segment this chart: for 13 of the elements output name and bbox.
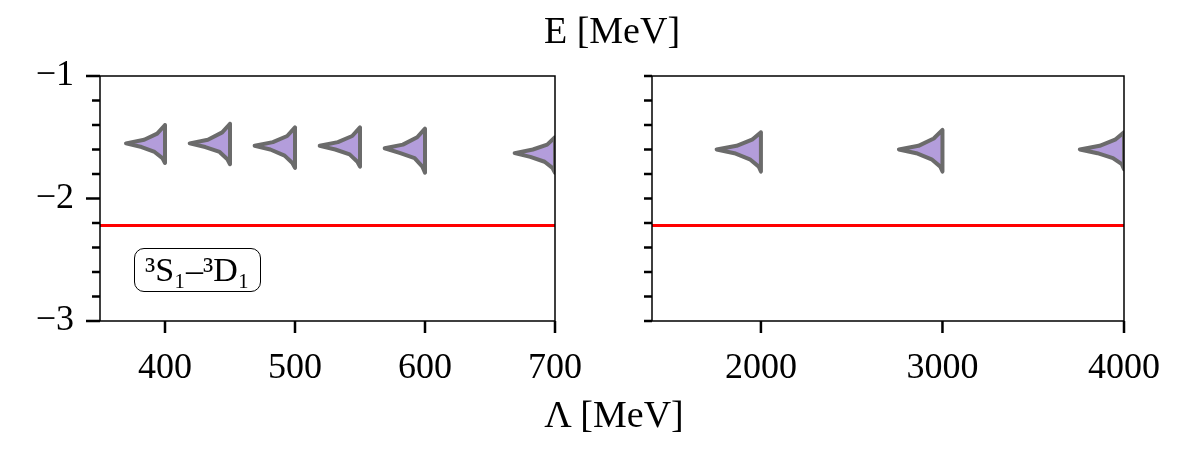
x-tick-label: 400 <box>138 346 192 387</box>
y-tick-label: −1 <box>35 53 74 94</box>
y-axis-title: E [MeV] <box>543 8 681 52</box>
y-tick-label: −2 <box>35 175 74 216</box>
x-tick-label: 500 <box>268 346 322 387</box>
x-tick-label: 3000 <box>906 346 979 387</box>
x-tick-label: 4000 <box>1088 346 1160 387</box>
x-tick-label: 600 <box>398 346 452 387</box>
x-tick-label: 700 <box>528 346 582 387</box>
x-tick-label: 2000 <box>724 346 797 387</box>
x-axis-title: Λ [MeV] <box>544 392 684 436</box>
annotation: ³S₁–³D₁ <box>134 248 261 292</box>
y-tick-label: −3 <box>35 298 74 339</box>
